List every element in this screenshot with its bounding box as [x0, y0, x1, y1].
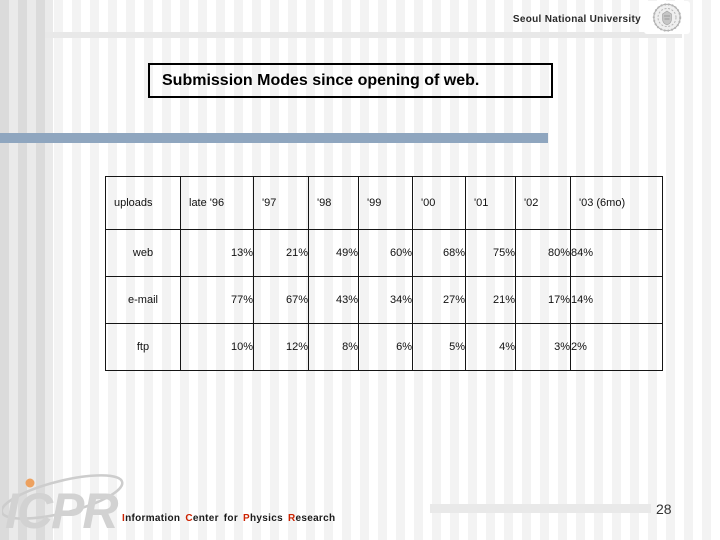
footer-word: for	[223, 513, 239, 524]
cell-value: 67%	[253, 276, 309, 324]
footer-organization-name: Information Center for Physics Research	[122, 513, 340, 524]
column-header: uploads	[105, 176, 181, 230]
left-stripe-decoration	[0, 0, 53, 540]
column-header: late '96	[180, 176, 254, 230]
row-label: e-mail	[105, 276, 181, 324]
cell-value: 27%	[412, 276, 466, 324]
footer-word: Center	[185, 513, 219, 524]
cell-value: 68%	[412, 229, 466, 277]
logo-letters: ICPR	[5, 483, 118, 539]
cell-value: 13%	[180, 229, 254, 277]
table-row-email: e-mail 77% 67% 43% 34% 27% 21% 17% 14%	[105, 276, 663, 324]
cell-value: 12%	[253, 323, 309, 371]
cell-value: 2%	[570, 323, 663, 371]
table-row-ftp: ftp 10% 12% 8% 6% 5% 4% 3% 2%	[105, 323, 663, 371]
column-header: '00	[412, 176, 466, 230]
footer-word: Research	[287, 513, 336, 524]
slide-title: Submission Modes since opening of web.	[148, 63, 553, 98]
cell-value: 21%	[465, 276, 516, 324]
bottom-divider-band	[430, 504, 651, 513]
cell-value: 3%	[515, 323, 571, 371]
column-header: '99	[358, 176, 413, 230]
icpr-logo: ICPR	[0, 470, 157, 540]
cell-value: 14%	[570, 276, 663, 324]
page-number: 28	[656, 501, 672, 517]
cell-value: 17%	[515, 276, 571, 324]
university-seal-icon	[644, 1, 690, 34]
university-name: Seoul National University	[512, 14, 641, 25]
cell-value: 84%	[570, 229, 663, 277]
column-header: '97	[253, 176, 309, 230]
cell-value: 6%	[358, 323, 413, 371]
submission-modes-table: uploads late '96 '97 '98 '99 '00 '01 '02…	[105, 176, 663, 371]
accent-bar-decoration	[0, 133, 548, 143]
cell-value: 5%	[412, 323, 466, 371]
column-header: '03 (6mo)	[570, 176, 663, 230]
column-header: '02	[515, 176, 571, 230]
footer-word: Physics	[243, 513, 283, 524]
table-header-row: uploads late '96 '97 '98 '99 '00 '01 '02…	[105, 176, 663, 230]
table-container: uploads late '96 '97 '98 '99 '00 '01 '02…	[105, 176, 663, 371]
cell-value: 34%	[358, 276, 413, 324]
cell-value: 8%	[308, 323, 359, 371]
icpr-logo-graphic: ICPR	[0, 474, 124, 539]
cell-value: 49%	[308, 229, 359, 277]
cell-value: 77%	[180, 276, 254, 324]
column-header: '98	[308, 176, 359, 230]
cell-value: 10%	[180, 323, 254, 371]
cell-value: 21%	[253, 229, 309, 277]
row-label: ftp	[105, 323, 181, 371]
column-header: '01	[465, 176, 516, 230]
cell-value: 60%	[358, 229, 413, 277]
cell-value: 80%	[515, 229, 571, 277]
top-divider-band	[45, 32, 682, 38]
cell-value: 43%	[308, 276, 359, 324]
footer-word: Information	[122, 513, 181, 524]
seal-graphic	[652, 3, 682, 32]
cell-value: 75%	[465, 229, 516, 277]
cell-value: 4%	[465, 323, 516, 371]
row-label: web	[105, 229, 181, 277]
table-row-web: web 13% 21% 49% 60% 68% 75% 80% 84%	[105, 229, 663, 277]
logo-orbit-dot	[25, 478, 35, 488]
